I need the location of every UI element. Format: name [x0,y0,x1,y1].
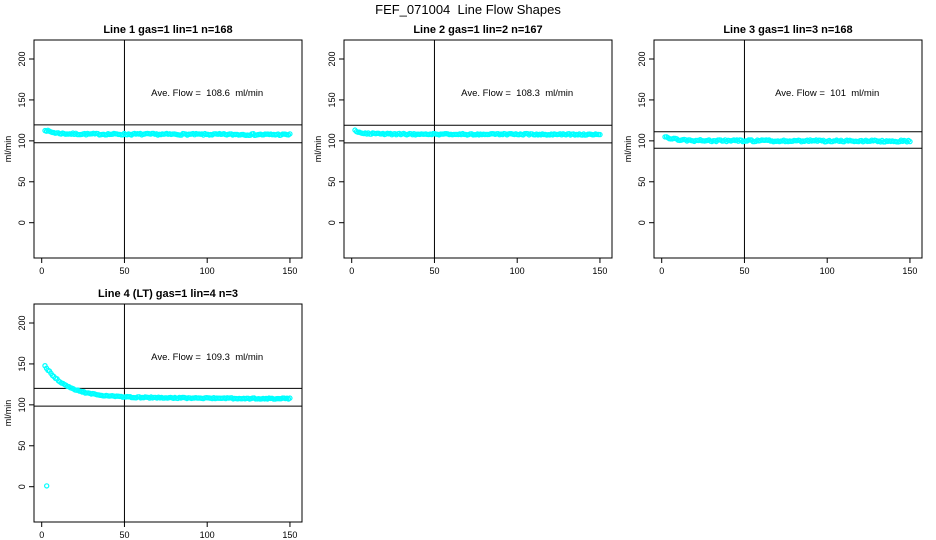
y-tick-label: 100 [17,397,27,412]
subplot-3: Line 3 gas=1 lin=3 n=168 0 50 100 150 0 50 100 1… [623,24,923,276]
subplot-title: Line 1 gas=1 lin=1 n=168 [103,24,232,36]
data-points [42,363,293,489]
main-title: FEF_071004 Line Flow Shapes [375,2,561,17]
y-tick-label: 0 [17,484,27,489]
data-points [42,127,293,138]
plot-box [33,303,303,523]
y-axis-label: ml/min [313,136,323,163]
ave-flow-annotation: Ave. Flow = 108.3 ml/min [461,88,573,99]
y-axis-label: ml/min [623,136,633,163]
y-axis-label: ml/min [3,136,13,163]
y-axis-label: ml/min [3,400,13,427]
subplot-title: Line 2 gas=1 lin=2 n=167 [413,24,542,36]
x-tick-label: 50 [119,266,129,276]
subplot-title: Line 4 (LT) gas=1 lin=4 n=3 [98,288,238,300]
x-tick-label: 150 [282,530,297,540]
subplot-4: Line 4 (LT) gas=1 lin=4 n=3 0 50 100 150 0 50 1… [3,288,303,540]
y-tick-label: 0 [17,220,27,225]
ave-flow-annotation: Ave. Flow = 101 ml/min [775,88,879,99]
plot-box [33,39,303,259]
x-tick-label: 150 [592,266,607,276]
y-tick-label: 100 [637,133,647,148]
x-tick-label: 0 [659,266,664,276]
x-tick-label: 0 [349,266,354,276]
y-tick-label: 200 [637,51,647,66]
y-tick-label: 150 [637,92,647,107]
y-tick-label: 150 [17,92,27,107]
x-tick-label: 150 [282,266,297,276]
y-tick-label: 200 [17,51,27,66]
y-tick-label: 50 [17,177,27,187]
x-tick-label: 100 [200,530,215,540]
y-tick-label: 150 [327,92,337,107]
ave-flow-annotation: Ave. Flow = 109.3 ml/min [151,352,263,363]
x-tick-label: 100 [820,266,835,276]
y-tick-label: 150 [17,356,27,371]
y-tick-label: 200 [327,51,337,66]
subplot-title: Line 3 gas=1 lin=3 n=168 [723,24,852,36]
x-tick-label: 50 [429,266,439,276]
data-points [352,127,603,138]
x-tick-label: 100 [510,266,525,276]
y-tick-label: 200 [17,315,27,330]
x-tick-label: 150 [902,266,917,276]
x-tick-label: 0 [39,530,44,540]
plot-box [653,39,923,259]
subplot-2: Line 2 gas=1 lin=2 n=167 0 50 100 150 0 50 100 1… [313,24,613,276]
x-tick-label: 0 [39,266,44,276]
outlier-point [44,483,50,489]
y-tick-label: 100 [17,133,27,148]
y-tick-label: 50 [637,177,647,187]
y-tick-label: 0 [637,220,647,225]
data-points [662,134,913,145]
y-tick-label: 0 [327,220,337,225]
plot-box [343,39,613,259]
y-tick-label: 100 [327,133,337,148]
y-tick-label: 50 [17,441,27,451]
ave-flow-annotation: Ave. Flow = 108.6 ml/min [151,88,263,99]
x-tick-label: 50 [119,530,129,540]
y-tick-label: 50 [327,177,337,187]
x-tick-label: 50 [739,266,749,276]
x-tick-label: 100 [200,266,215,276]
subplot-1: Line 1 gas=1 lin=1 n=168 0 50 100 150 0 50 100 1… [3,24,303,276]
